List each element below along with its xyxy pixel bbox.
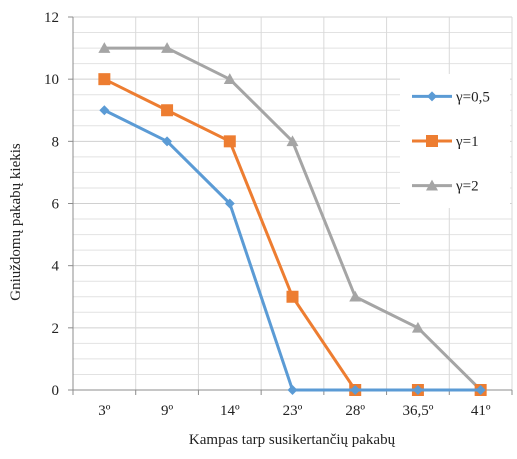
data-point	[475, 385, 486, 395]
data-point	[286, 290, 299, 303]
data-point	[161, 104, 174, 117]
x-tick-label: 14º	[220, 403, 240, 419]
y-tick-label: 4	[52, 259, 60, 275]
x-tick-label: 23º	[283, 403, 303, 419]
y-tick-label: 8	[52, 134, 60, 150]
y-tick-label: 0	[52, 383, 60, 399]
x-tick-label: 9º	[161, 403, 174, 419]
data-point	[162, 136, 173, 147]
data-point	[287, 385, 298, 395]
y-tick-label: 6	[52, 197, 60, 213]
legend-swatch-marker	[427, 91, 437, 102]
y-axis-title: Gniuždomų pakabų kiekis	[8, 143, 24, 301]
x-tick-label: 3º	[98, 403, 111, 419]
data-point	[223, 135, 236, 148]
legend-swatch-marker	[426, 179, 438, 191]
y-tick-label: 2	[52, 321, 60, 337]
data-point	[99, 105, 110, 116]
data-point	[98, 73, 111, 86]
x-tick-label: 36,5º	[402, 403, 433, 419]
legend-swatch-marker	[426, 135, 438, 147]
data-point	[286, 135, 299, 147]
legend-label: γ=1	[455, 134, 479, 150]
axes: 0 2 4 6 8 10 12 3º 9º 14º 23º 28º 36,5º 41º	[44, 10, 513, 419]
x-tick-label: 41º	[471, 403, 491, 419]
legend-label: γ=2	[455, 179, 479, 195]
y-tick-label: 12	[44, 10, 59, 26]
data-point	[223, 73, 236, 84]
data-point	[411, 321, 424, 333]
data-point	[412, 385, 423, 395]
y-tick-label: 10	[44, 72, 59, 88]
legend-label: γ=0,5	[455, 89, 490, 105]
legend: γ=0,5 γ=1 γ=2	[400, 74, 510, 208]
x-tick-label: 28º	[345, 403, 365, 419]
data-point	[350, 385, 361, 395]
data-point	[161, 42, 174, 53]
series-lines	[98, 42, 487, 396]
data-point	[349, 290, 362, 302]
x-axis-title: Kampas tarp susikertančių pakabų	[189, 432, 396, 448]
data-point	[224, 198, 235, 209]
data-point	[98, 42, 111, 53]
